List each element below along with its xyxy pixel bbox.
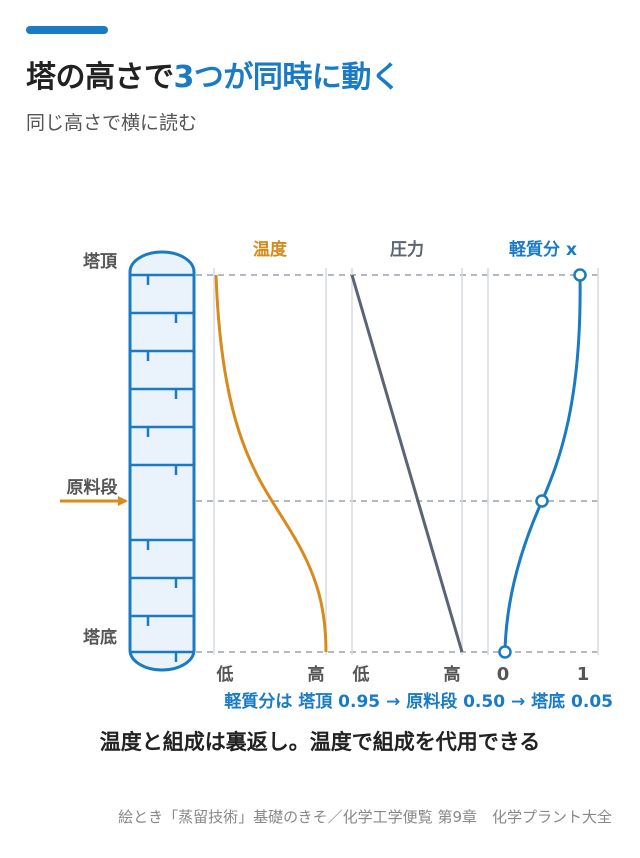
composition-high-label: 1 [577,664,590,685]
composition-title: 軽質分 x [509,239,577,260]
column-tray [131,311,194,323]
top-label: 塔頂 [83,251,118,272]
column-tray [131,614,194,626]
column-tray [131,387,194,399]
column-tray [131,425,194,437]
pressure-high-label: 高 [444,664,461,685]
composition-low-label: 0 [497,664,510,685]
footer-source: 絵とき「蒸留技術」基礎のきそ／化学工学便覧 第9章 化学プラント大全 [118,808,612,826]
pressure-title: 圧力 [390,239,424,260]
composition-note: 軽質分は 塔頂 0.95 → 原料段 0.50 → 塔底 0.05 [224,691,613,712]
column-tray [131,463,194,475]
title-highlight: 3つが同時に動く [173,60,401,95]
composition-point-feed [535,494,549,508]
composition-curve [503,274,582,653]
temperature-curve [214,274,328,653]
subtitle: 同じ高さで横に読む [26,112,198,134]
summary: 温度と組成は裏返し。温度で組成を代用できる [99,730,541,754]
column-tray [131,273,194,285]
distillation-column [128,250,196,672]
column-tray [131,349,194,361]
accent-bar [26,26,108,34]
composition-point-bottom [498,645,512,659]
column-tray [131,650,194,662]
temp-high-label: 高 [308,664,325,685]
composition-point-top [573,268,587,282]
feed-label: 原料段 [67,477,118,498]
pressure-low-label: 低 [352,664,370,685]
column-tray [131,576,194,588]
page-title: 塔の高さで3つが同時に動く [26,52,401,96]
column-trays [131,273,194,662]
title-part1: 塔の高さで [26,60,174,95]
column-tray [131,538,194,550]
temperature-title: 温度 [253,239,288,260]
temp-low-label: 低 [216,664,234,685]
pressure-line [350,274,464,653]
bottom-label: 塔底 [83,627,117,648]
